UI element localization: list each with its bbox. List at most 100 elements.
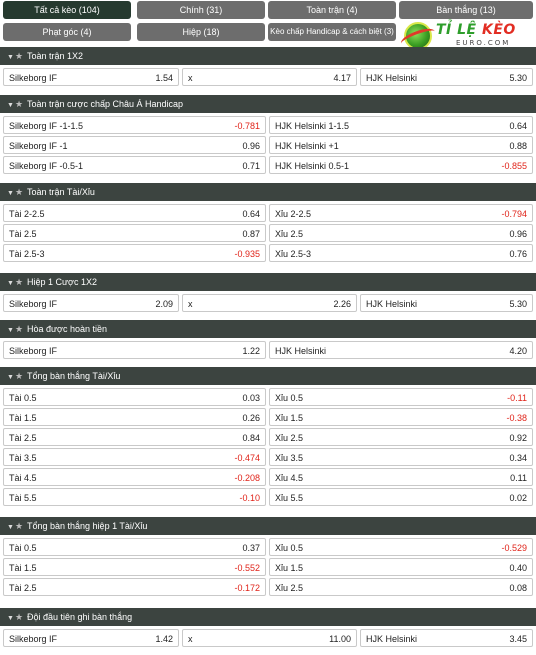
odds-cell[interactable]: Xỉu 2.5 0.92 (269, 428, 533, 446)
odds-value: 0.96 (242, 141, 260, 151)
tab-handicap[interactable]: Kèo chấp Handicap & cách biệt (3) (268, 23, 396, 41)
odds-cell[interactable]: Xỉu 2.5 0.96 (269, 224, 533, 242)
section-header[interactable]: ▼★ Toàn trận 1X2 (0, 47, 536, 65)
section-header[interactable]: ▼★ Toàn trận cược chấp Châu Á Handicap (0, 95, 536, 113)
odds-cell[interactable]: x 11.00 (182, 629, 357, 647)
odds-label: Silkeborg IF (9, 346, 58, 356)
odds-cell[interactable]: Xỉu 2.5-3 0.76 (269, 244, 533, 262)
star-icon[interactable]: ★ (15, 51, 24, 61)
odds-cell[interactable]: Xỉu 3.5 0.34 (269, 448, 533, 466)
odds-cell[interactable]: HJK Helsinki 4.20 (269, 341, 533, 359)
odds-label: Xỉu 2.5 (275, 583, 304, 593)
odds-value: 0.34 (509, 453, 527, 463)
caret-down-icon[interactable]: ▼ (7, 524, 14, 531)
odds-cell[interactable]: Xỉu 1.5 -0.38 (269, 408, 533, 426)
caret-down-icon[interactable]: ▼ (7, 54, 14, 61)
caret-down-icon[interactable]: ▼ (7, 374, 14, 381)
star-icon[interactable]: ★ (15, 521, 24, 531)
odds-label: Xỉu 5.5 (275, 493, 304, 503)
tab-halves[interactable]: Hiệp (18) (137, 23, 265, 41)
odds-label: Tài 1.5 (9, 413, 37, 423)
star-icon[interactable]: ★ (15, 371, 24, 381)
odds-cell[interactable]: Xỉu 2.5 0.08 (269, 578, 533, 596)
site-logo[interactable]: TỈ LỆ KÈO EURO.COM (400, 20, 530, 50)
odds-label: Silkeborg IF (9, 73, 58, 83)
odds-cell[interactable]: Xỉu 0.5 -0.11 (269, 388, 533, 406)
odds-cell[interactable]: Silkeborg IF 2.09 (3, 294, 179, 312)
odds-label: Xỉu 1.5 (275, 563, 304, 573)
caret-down-icon[interactable]: ▼ (7, 190, 14, 197)
odds-cell[interactable]: HJK Helsinki 5.30 (360, 68, 533, 86)
odds-value: 4.17 (333, 73, 351, 83)
odds-label: Xỉu 0.5 (275, 393, 304, 403)
odds-value: 11.00 (329, 634, 351, 644)
odds-cell[interactable]: HJK Helsinki 1-1.5 0.64 (269, 116, 533, 134)
star-icon[interactable]: ★ (15, 187, 24, 197)
odds-cell[interactable]: Silkeborg IF 1.54 (3, 68, 179, 86)
odds-value: 0.92 (509, 433, 527, 443)
odds-cell[interactable]: Tài 0.5 0.03 (3, 388, 266, 406)
odds-cell[interactable]: Xỉu 0.5 -0.529 (269, 538, 533, 556)
odds-cell[interactable]: HJK Helsinki 0.5-1 -0.855 (269, 156, 533, 174)
odds-cell[interactable]: Tài 4.5 -0.208 (3, 468, 266, 486)
odds-cell[interactable]: Tài 5.5 -0.10 (3, 488, 266, 506)
odds-label: Xỉu 4.5 (275, 473, 304, 483)
odds-cell[interactable]: Silkeborg IF 1.22 (3, 341, 266, 359)
odds-label: Xỉu 2.5-3 (275, 249, 312, 259)
caret-down-icon[interactable]: ▼ (7, 280, 14, 287)
odds-cell[interactable]: x 2.26 (182, 294, 357, 312)
odds-cell[interactable]: Xỉu 5.5 0.02 (269, 488, 533, 506)
odds-label: HJK Helsinki 1-1.5 (275, 121, 350, 131)
star-icon[interactable]: ★ (15, 277, 24, 287)
section-header[interactable]: ▼★ Tổng bàn thắng Tài/Xỉu (0, 367, 536, 385)
odds-cell[interactable]: HJK Helsinki 5.30 (360, 294, 533, 312)
tab-all-odds[interactable]: Tất cả kèo (104) (3, 1, 131, 19)
logo-brand: TỈ LỆ KÈO (436, 22, 516, 38)
odds-cell[interactable]: Xỉu 2-2.5 -0.794 (269, 204, 533, 222)
odds-cell[interactable]: HJK Helsinki +1 0.88 (269, 136, 533, 154)
star-icon[interactable]: ★ (15, 324, 24, 334)
odds-cell[interactable]: Tài 2.5-3 -0.935 (3, 244, 266, 262)
odds-cell[interactable]: Tài 2.5 0.87 (3, 224, 266, 242)
tab-full-match[interactable]: Toàn trận (4) (268, 1, 396, 19)
odds-label: Silkeborg IF -1-1.5 (9, 121, 84, 131)
section-header[interactable]: ▼★ Hiệp 1 Cược 1X2 (0, 273, 536, 291)
odds-cell[interactable]: Tài 2-2.5 0.64 (3, 204, 266, 222)
odds-value: 4.20 (509, 346, 527, 356)
odds-cell[interactable]: Tài 3.5 -0.474 (3, 448, 266, 466)
caret-down-icon[interactable]: ▼ (7, 102, 14, 109)
odds-cell[interactable]: Silkeborg IF 1.42 (3, 629, 179, 647)
section-title: Tổng bàn thắng hiệp 1 Tài/Xỉu (27, 521, 148, 531)
odds-cell[interactable]: Silkeborg IF -1-1.5 -0.781 (3, 116, 266, 134)
odds-cell[interactable]: Xỉu 1.5 0.40 (269, 558, 533, 576)
tab-corners[interactable]: Phạt góc (4) (3, 23, 131, 41)
odds-cell[interactable]: Tài 0.5 0.37 (3, 538, 266, 556)
section-header[interactable]: ▼★ Hòa được hoàn tiền (0, 320, 536, 338)
star-icon[interactable]: ★ (15, 99, 24, 109)
odds-label: HJK Helsinki (275, 346, 327, 356)
caret-down-icon[interactable]: ▼ (7, 327, 14, 334)
odds-cell[interactable]: Silkeborg IF -0.5-1 0.71 (3, 156, 266, 174)
odds-cell[interactable]: Tài 2.5 -0.172 (3, 578, 266, 596)
odds-cell[interactable]: Xỉu 4.5 0.11 (269, 468, 533, 486)
odds-label: Tài 3.5 (9, 453, 37, 463)
section-header[interactable]: ▼★ Đội đầu tiên ghi bàn thắng (0, 608, 536, 626)
odds-value: 2.09 (155, 299, 173, 309)
section-title: Hiệp 1 Cược 1X2 (27, 277, 97, 287)
odds-cell[interactable]: Tài 1.5 0.26 (3, 408, 266, 426)
odds-cell[interactable]: x 4.17 (182, 68, 357, 86)
odds-value: -0.172 (234, 583, 260, 593)
tab-goals[interactable]: Bàn thắng (13) (399, 1, 533, 19)
odds-label: Tài 2.5 (9, 583, 37, 593)
odds-value: -0.529 (501, 543, 527, 553)
section-header[interactable]: ▼★ Tổng bàn thắng hiệp 1 Tài/Xỉu (0, 517, 536, 535)
odds-cell[interactable]: HJK Helsinki 3.45 (360, 629, 533, 647)
star-icon[interactable]: ★ (15, 612, 24, 622)
odds-cell[interactable]: Silkeborg IF -1 0.96 (3, 136, 266, 154)
tab-main[interactable]: Chính (31) (137, 1, 265, 19)
odds-cell[interactable]: Tài 1.5 -0.552 (3, 558, 266, 576)
caret-down-icon[interactable]: ▼ (7, 615, 14, 622)
section-header[interactable]: ▼★ Toàn trận Tài/Xỉu (0, 183, 536, 201)
odds-label: x (188, 73, 193, 83)
odds-cell[interactable]: Tài 2.5 0.84 (3, 428, 266, 446)
